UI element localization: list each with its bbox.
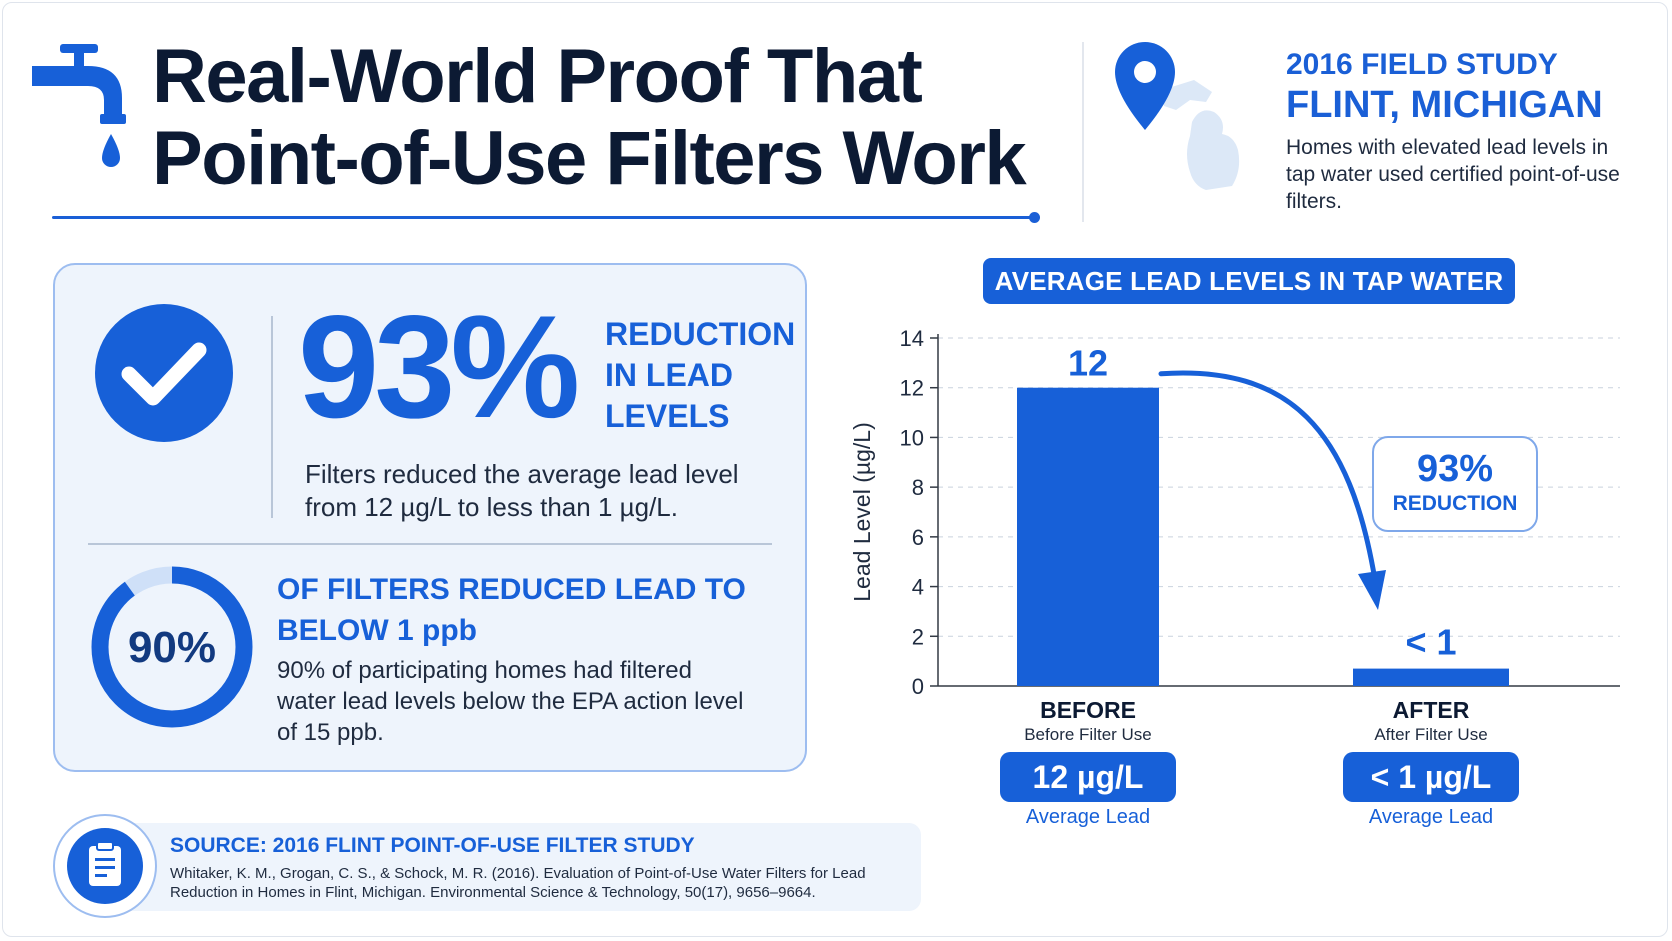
title-underline [52,216,1035,219]
progress-ring-fill [91,566,253,728]
callout-percent: 93% [1416,448,1494,490]
filters-heading: OF FILTERS REDUCED LEAD TO BELOW 1 ppb [277,573,746,647]
value-footer-after: Average Lead [1368,806,1494,828]
value-footer-before: Average Lead [1025,806,1151,828]
filters-description: 90% of participating homes had filtered … [277,657,744,746]
michigan-map-icon [1162,80,1240,190]
source-icon-badge [67,828,143,904]
source-title: SOURCE: 2016 FLINT POINT-OF-USE FILTER S… [170,834,695,857]
category-subtitle-after: After Filter Use [1374,725,1488,744]
study-year: 2016 FIELD STUDY [1286,48,1558,81]
faucet-icon [32,44,126,124]
title-line-1: Real-World Proof That [152,34,923,119]
card-divider [88,543,772,545]
water-drop-icon [102,134,120,167]
reduction-description: Filters reduced the average lead level f… [305,459,739,522]
study-description: Homes with elevated lead levels in tap w… [1286,136,1620,213]
reduction-percent: 93% [298,285,580,448]
checkmark-badge [95,304,233,442]
category-label-before: BEFORE [1040,697,1136,723]
study-location: FLINT, MICHIGAN [1286,84,1603,126]
stat-divider [271,316,273,518]
page-title: Real-World Proof That Point-of-Use Filte… [152,36,1052,200]
title-line-2: Point-of-Use Filters Work [152,116,1027,201]
value-pill-before: 12 µg/L [1000,752,1176,802]
clipboard-icon [89,841,121,886]
category-subtitle-before: Before Filter Use [1024,725,1152,744]
location-pin-icon [1115,42,1175,130]
source-box [110,823,921,911]
chart-title: AVERAGE LEAD LEVELS IN TAP WATER [983,258,1515,304]
title-underline-dot [1029,212,1040,223]
value-pill-after: < 1 µg/L [1343,752,1519,802]
source-citation: Whitaker, K. M., Grogan, C. S., & Schock… [170,865,866,901]
header-divider [1082,42,1084,222]
category-label-after: AFTER [1392,697,1470,723]
callout-label: REDUCTION [1392,492,1518,515]
checkmark-icon [121,342,207,406]
reduction-label: REDUCTION IN LEAD LEVELS [605,316,796,434]
reduction-callout: 93% REDUCTION [1372,436,1538,532]
progress-ring [91,566,253,728]
progress-ring-label: 90% [127,623,217,672]
